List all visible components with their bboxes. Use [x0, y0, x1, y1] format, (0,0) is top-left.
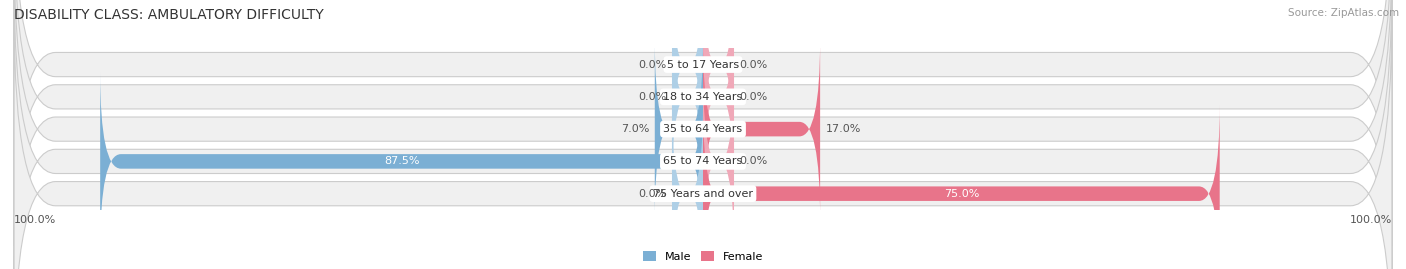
FancyBboxPatch shape [655, 40, 703, 219]
Text: 100.0%: 100.0% [1350, 215, 1392, 225]
FancyBboxPatch shape [703, 40, 820, 219]
Text: 0.0%: 0.0% [740, 92, 768, 102]
FancyBboxPatch shape [672, 7, 703, 186]
Text: 0.0%: 0.0% [638, 59, 666, 70]
Text: 35 to 64 Years: 35 to 64 Years [664, 124, 742, 134]
Text: 0.0%: 0.0% [638, 92, 666, 102]
Text: Source: ZipAtlas.com: Source: ZipAtlas.com [1288, 8, 1399, 18]
FancyBboxPatch shape [703, 104, 1219, 269]
Text: 87.5%: 87.5% [384, 156, 419, 167]
Text: 0.0%: 0.0% [740, 59, 768, 70]
FancyBboxPatch shape [703, 0, 734, 154]
FancyBboxPatch shape [14, 0, 1392, 269]
Text: DISABILITY CLASS: AMBULATORY DIFFICULTY: DISABILITY CLASS: AMBULATORY DIFFICULTY [14, 8, 323, 22]
FancyBboxPatch shape [672, 104, 703, 269]
FancyBboxPatch shape [672, 0, 703, 154]
Text: 17.0%: 17.0% [825, 124, 860, 134]
Text: 65 to 74 Years: 65 to 74 Years [664, 156, 742, 167]
FancyBboxPatch shape [703, 72, 734, 251]
Text: 100.0%: 100.0% [14, 215, 56, 225]
FancyBboxPatch shape [14, 0, 1392, 269]
Text: 0.0%: 0.0% [638, 189, 666, 199]
Legend: Male, Female: Male, Female [638, 247, 768, 266]
FancyBboxPatch shape [14, 0, 1392, 246]
FancyBboxPatch shape [703, 7, 734, 186]
Text: 5 to 17 Years: 5 to 17 Years [666, 59, 740, 70]
Text: 75.0%: 75.0% [943, 189, 979, 199]
Text: 75 Years and over: 75 Years and over [652, 189, 754, 199]
FancyBboxPatch shape [14, 0, 1392, 269]
Text: 0.0%: 0.0% [740, 156, 768, 167]
Text: 18 to 34 Years: 18 to 34 Years [664, 92, 742, 102]
FancyBboxPatch shape [100, 72, 703, 251]
FancyBboxPatch shape [14, 12, 1392, 269]
Text: 7.0%: 7.0% [621, 124, 650, 134]
